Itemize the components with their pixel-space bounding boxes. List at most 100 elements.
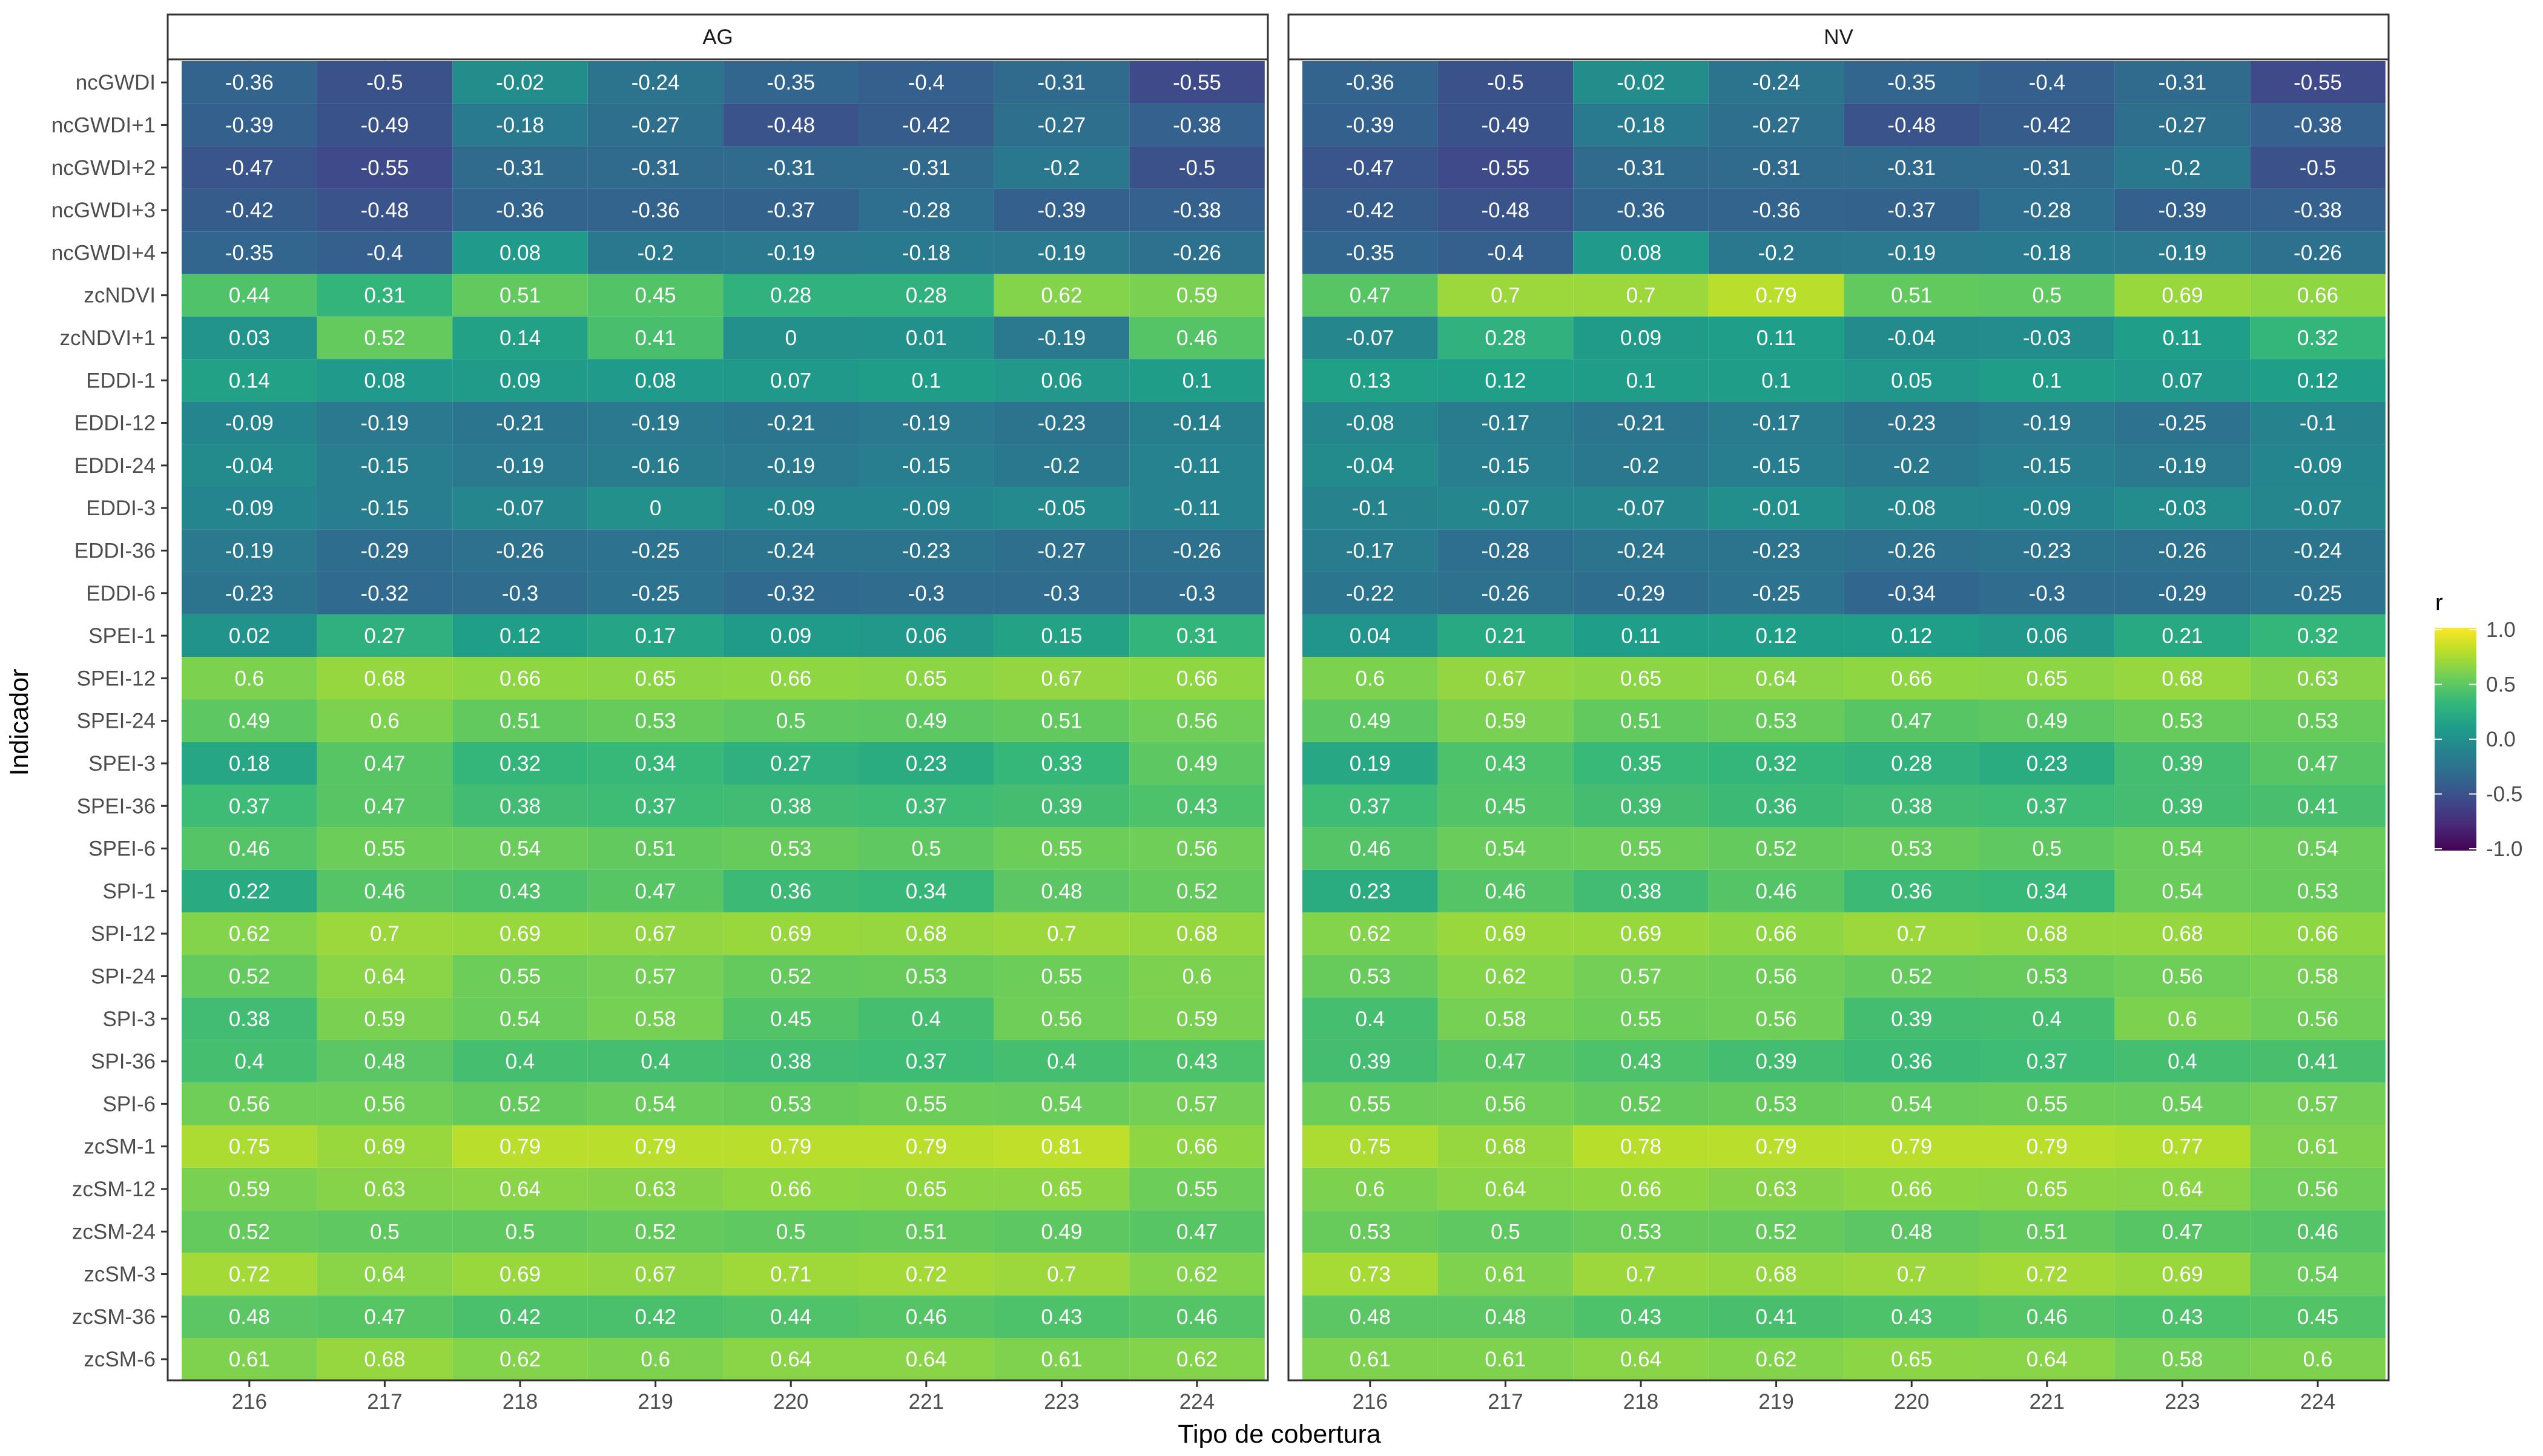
heatmap-cell — [1302, 1082, 1438, 1125]
cell-value-label: -0.02 — [496, 71, 544, 94]
heatmap-cell — [1708, 146, 1844, 189]
heatmap-cell — [317, 997, 453, 1040]
cell-value-label: -0.55 — [361, 156, 409, 180]
cell-value-label: 0.28 — [770, 284, 811, 308]
y-tick-label: EDDI-24 — [74, 454, 156, 478]
heatmap-cell — [1302, 657, 1438, 700]
cell-value-label: -0.31 — [1617, 156, 1665, 180]
heatmap-cell — [723, 231, 859, 274]
cell-value-label: 0.18 — [229, 752, 270, 776]
heatmap-cell — [994, 401, 1130, 444]
cell-value-label: -0.55 — [1173, 71, 1221, 94]
heatmap-cell — [859, 1125, 994, 1168]
heatmap-cell — [1979, 146, 2115, 189]
heatmap-cell — [2250, 231, 2386, 274]
cell-value-label: 0.39 — [1756, 1050, 1797, 1073]
heatmap-cell — [1573, 1253, 1709, 1296]
heatmap-cell — [587, 742, 724, 785]
cell-value-label: 0.48 — [1485, 1305, 1526, 1329]
heatmap-cell — [1437, 316, 1574, 360]
heatmap-cell — [859, 231, 994, 274]
cell-value-label: 0.23 — [1350, 880, 1391, 903]
cell-value-label: -0.19 — [496, 454, 544, 478]
heatmap-cell — [1437, 1210, 1574, 1253]
cell-value-label: 0.52 — [770, 964, 811, 988]
cell-value-label: -0.2 — [1043, 454, 1080, 478]
cell-value-label: 0.65 — [2027, 667, 2068, 690]
heatmap-cell — [1437, 274, 1574, 317]
cell-value-label: 0.38 — [500, 794, 541, 818]
heatmap-cell — [182, 827, 317, 870]
heatmap-cell — [1573, 1039, 1709, 1083]
y-tick-label: ncGWDI+1 — [51, 113, 156, 137]
cell-value-label: 0.7 — [1626, 284, 1656, 308]
cell-value-label: -0.25 — [2294, 582, 2342, 605]
heatmap-cell — [1573, 529, 1709, 572]
cell-value-label: 0.73 — [1350, 1263, 1391, 1286]
heatmap-cell — [1302, 912, 1438, 955]
cell-value-label: 0.38 — [229, 1007, 270, 1031]
cell-value-label: 0.12 — [500, 624, 541, 648]
cell-value-label: -0.07 — [2294, 496, 2342, 520]
cell-value-label: 0.46 — [1176, 326, 1218, 350]
heatmap-cell — [1979, 1167, 2115, 1211]
heatmap-cell — [1708, 657, 1844, 700]
heatmap-cell — [1979, 742, 2115, 785]
y-tick-label: SPEI-6 — [88, 837, 156, 861]
heatmap-cell — [587, 359, 724, 402]
cell-value-label: 0.43 — [1485, 752, 1526, 776]
heatmap-cell — [2250, 742, 2386, 785]
heatmap-cell — [1844, 104, 1979, 147]
y-tick-label: zcSM-3 — [84, 1263, 156, 1286]
cell-value-label: 0.5 — [776, 710, 806, 733]
heatmap-cell — [1302, 1338, 1438, 1381]
heatmap-cell — [452, 657, 588, 700]
heatmap-cell — [994, 1167, 1130, 1211]
heatmap-cell — [1979, 104, 2115, 147]
cell-value-label: 0.4 — [1355, 1007, 1385, 1031]
heatmap-cell — [182, 487, 317, 530]
cell-value-label: -0.32 — [361, 582, 409, 605]
heatmap-cell — [317, 316, 453, 360]
cell-value-label: -0.26 — [1482, 582, 1530, 605]
cell-value-label: -0.09 — [2294, 454, 2342, 478]
cell-value-label: 0.65 — [1041, 1178, 1082, 1201]
heatmap-cell — [1708, 231, 1844, 274]
heatmap-cell — [317, 614, 453, 657]
heatmap-cell — [859, 487, 994, 530]
heatmap-cell — [1129, 146, 1265, 189]
heatmap-cell — [1302, 1039, 1438, 1083]
heatmap-cell — [859, 1082, 994, 1125]
cell-value-label: -0.2 — [1758, 241, 1794, 265]
cell-value-label: -0.31 — [2159, 71, 2207, 94]
cell-value-label: 0.64 — [2162, 1178, 2203, 1201]
cell-value-label: 0.47 — [2162, 1220, 2203, 1244]
heatmap-cell — [994, 104, 1130, 147]
heatmap-cell — [1129, 657, 1265, 700]
cell-value-label: -0.23 — [1038, 412, 1086, 435]
heatmap-cell — [1573, 869, 1709, 912]
cell-value-label: 0.5 — [506, 1220, 535, 1244]
heatmap-cell — [452, 231, 588, 274]
heatmap-cell — [859, 657, 994, 700]
heatmap-cell — [1844, 146, 1979, 189]
cell-value-label: 0.56 — [229, 1092, 270, 1116]
cell-value-label: 0.47 — [364, 794, 405, 818]
heatmap-cell — [1708, 316, 1844, 360]
heatmap-cell — [1844, 1295, 1979, 1338]
heatmap-cell — [994, 1125, 1130, 1168]
cell-value-label: 0.45 — [635, 284, 676, 308]
heatmap-cell — [1573, 955, 1709, 998]
cell-value-label: 0.58 — [2297, 964, 2338, 988]
cell-value-label: 0.66 — [2297, 284, 2338, 308]
heatmap-cell — [1573, 316, 1709, 360]
heatmap-cell — [1302, 444, 1438, 487]
heatmap-cell — [1437, 1125, 1574, 1168]
cell-value-label: 0.47 — [1176, 1220, 1218, 1244]
cell-value-label: 0.1 — [1182, 369, 1212, 392]
cell-value-label: 0.69 — [1620, 922, 1661, 946]
cell-value-label: -0.37 — [1887, 199, 1936, 222]
cell-value-label: 0.32 — [2297, 624, 2338, 648]
heatmap-cell — [723, 1210, 859, 1253]
heatmap-cell — [2114, 742, 2251, 785]
